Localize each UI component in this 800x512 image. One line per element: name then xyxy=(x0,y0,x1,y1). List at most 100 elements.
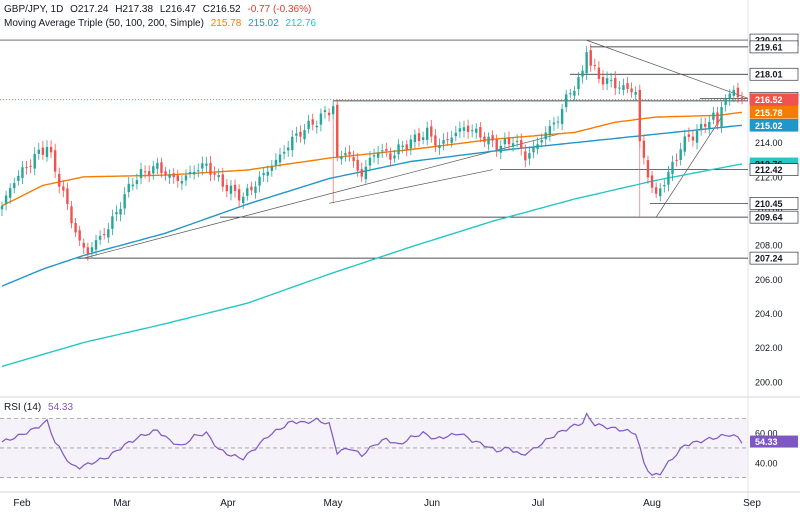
candle-body xyxy=(62,186,65,191)
candle xyxy=(323,105,327,119)
candle-body xyxy=(152,166,155,174)
candle-body xyxy=(192,171,196,175)
candle-body xyxy=(164,171,167,176)
candle xyxy=(569,88,572,99)
candle xyxy=(642,135,646,165)
price-tag-box xyxy=(749,251,799,265)
candle xyxy=(17,170,20,186)
candle xyxy=(675,153,678,167)
candle xyxy=(376,145,380,165)
candle xyxy=(622,78,625,96)
candle-body xyxy=(581,70,584,77)
candle-body xyxy=(184,175,188,181)
candle xyxy=(609,73,613,88)
open-label: O xyxy=(70,4,78,15)
candle xyxy=(507,131,511,150)
trend-line-support xyxy=(83,133,559,259)
candle-body xyxy=(430,126,433,137)
price-tag-label: 216.52 xyxy=(755,95,783,105)
candle-body xyxy=(340,156,343,160)
candle-body xyxy=(593,65,597,67)
candle xyxy=(597,61,601,84)
candle xyxy=(258,171,261,193)
candle xyxy=(209,156,212,182)
candle-body xyxy=(479,127,482,138)
price-tag-box xyxy=(749,67,799,81)
price-tag: 210.45 xyxy=(749,197,799,210)
candle-body xyxy=(107,229,110,238)
candle xyxy=(49,140,53,159)
price-tag: 219.61 xyxy=(749,40,799,54)
candle-body xyxy=(466,125,470,132)
candle xyxy=(515,134,519,148)
candle xyxy=(188,165,192,179)
price-tag: 216.52 xyxy=(749,93,799,106)
candle xyxy=(266,165,269,183)
candle xyxy=(156,157,159,175)
candle-body xyxy=(307,120,310,130)
candle xyxy=(205,156,208,173)
candle xyxy=(152,160,155,180)
candle xyxy=(430,120,433,143)
candle xyxy=(483,131,486,147)
candle-body xyxy=(221,174,224,187)
candle xyxy=(221,168,224,192)
candle-body xyxy=(8,188,12,198)
x-tick-label: Mar xyxy=(113,498,131,509)
candle-body xyxy=(458,128,462,132)
rsi-value-tag: 54.33 xyxy=(750,435,798,448)
candle-body xyxy=(188,171,192,174)
candle-body xyxy=(197,170,200,172)
candle xyxy=(638,84,641,148)
candle xyxy=(687,127,691,143)
candle-body xyxy=(29,165,32,167)
candle xyxy=(389,147,392,166)
candle-body xyxy=(66,188,69,205)
candle xyxy=(233,179,237,198)
candle xyxy=(282,145,286,160)
price-tag-label: 207.24 xyxy=(755,254,783,264)
candle xyxy=(417,127,421,147)
candle xyxy=(491,130,494,148)
ma50-value: 215.78 xyxy=(210,18,242,29)
candle xyxy=(381,143,384,158)
candle xyxy=(192,165,196,180)
candle xyxy=(168,169,171,184)
candle xyxy=(147,165,151,183)
candle xyxy=(246,183,249,201)
candle-body xyxy=(389,153,392,160)
candle-body xyxy=(556,121,560,123)
candle-body xyxy=(123,194,126,209)
candle xyxy=(303,123,306,145)
candle xyxy=(654,182,658,199)
candle xyxy=(564,89,568,113)
candle-body xyxy=(278,154,282,163)
symbol-label: GBP/JPY, 1D xyxy=(4,4,64,15)
candle-body xyxy=(385,148,388,151)
candle xyxy=(458,121,462,138)
candle-body xyxy=(569,93,572,95)
candle xyxy=(217,168,220,182)
trend-line-rebound xyxy=(655,116,722,218)
candle xyxy=(78,225,81,247)
ma-header: Moving Average Triple (50, 100, 200, Sim… xyxy=(4,18,320,29)
candle xyxy=(37,142,40,160)
ma100-line xyxy=(1,124,743,287)
candle-body xyxy=(311,119,314,125)
rsi-value-tag-box xyxy=(750,435,798,448)
candle xyxy=(385,142,388,158)
candle-body xyxy=(528,153,531,159)
candle-body xyxy=(90,247,94,252)
candle-body xyxy=(630,88,633,93)
candle-body xyxy=(364,166,368,180)
candle-body xyxy=(242,196,245,204)
candle-body xyxy=(540,140,543,143)
x-tick-label: Sep xyxy=(743,498,761,509)
candle-body xyxy=(450,137,453,143)
candle-body xyxy=(270,166,274,171)
candle-body xyxy=(438,145,441,149)
candle-body xyxy=(716,112,719,125)
candle-body xyxy=(237,189,241,201)
candle xyxy=(119,202,122,222)
